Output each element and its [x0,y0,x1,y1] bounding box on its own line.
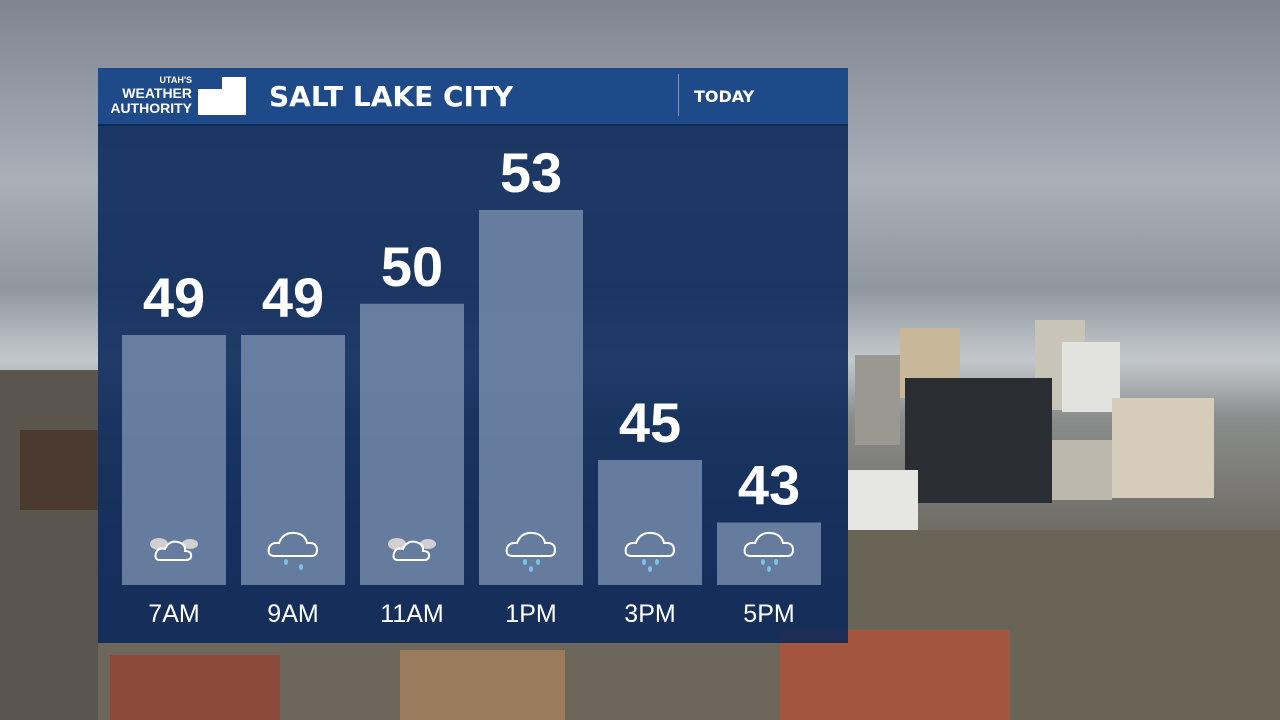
time-label: 5PM [743,600,794,628]
period-label: TODAY [694,87,755,106]
temperature-bar [717,522,821,585]
panel-header: UTAH'S WEATHER AUTHORITY SALT LAKE CITY TO… [98,68,848,126]
partly-cloudy-icon [150,538,198,561]
time-label: 9AM [267,600,318,628]
city-skyline-background [0,320,1280,720]
rain-icon [743,531,795,572]
temperature-value-label: 49 [143,266,205,329]
temperature-value-label: 53 [500,141,562,204]
time-label: 3PM [624,600,675,628]
temperature-bar [360,303,464,585]
temperature-bar [479,210,583,585]
time-label: 7AM [148,600,199,628]
temperature-value-label: 45 [619,391,681,454]
weather-authority-logo: UTAH'S WEATHER AUTHORITY [110,75,246,119]
temperature-value-label: 49 [262,266,324,329]
city-title: SALT LAKE CITY [269,80,514,113]
rain-icon [624,531,676,572]
temperature-bar [598,460,702,585]
temperature-bar [122,335,226,585]
header-divider [678,74,679,116]
rain-icon [267,531,319,570]
time-label: 11AM [380,600,443,628]
temperature-value-label: 50 [381,235,443,298]
temperature-value-label: 43 [738,454,800,517]
temperature-bar [241,335,345,585]
time-label: 1PM [505,600,556,628]
rain-icon [505,531,557,572]
partly-cloudy-icon [388,538,436,561]
